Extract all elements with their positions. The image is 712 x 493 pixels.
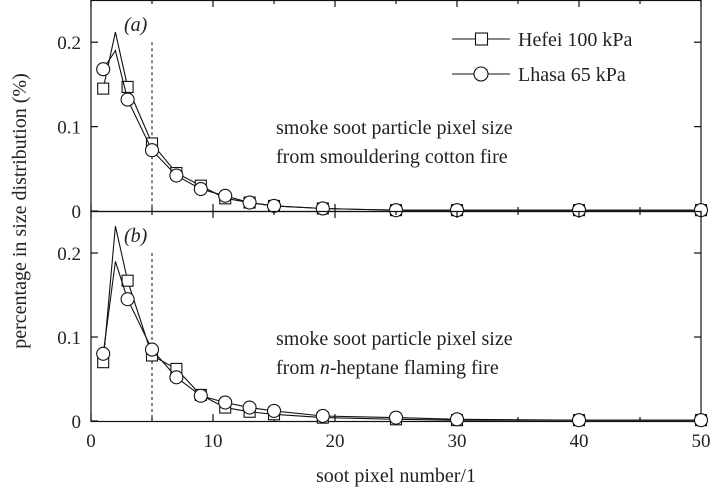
x-tick-label: 10 [204, 431, 223, 452]
panel-b: 0 0.1 0.2 0 10 20 30 40 50 (b) smoke soot particle… [57, 210, 711, 452]
chart-panels: 0 0.1 0.2 (a) smoke soot particle pixel size… [57, 0, 711, 452]
data-point-circle [266, 403, 282, 418]
annotation-line-2: from n-heptane flaming fire [276, 357, 499, 379]
series-lhasa [96, 261, 709, 428]
data-point-circle [169, 168, 184, 183]
panel-label: (b) [124, 225, 148, 247]
data-point-circle [388, 410, 404, 425]
data-point-square [97, 82, 110, 95]
data-point-circle [242, 400, 257, 415]
y-axis-title: percentage in size distribution (%) [9, 73, 31, 348]
series-line [102, 225, 701, 421]
annotation-line-1: smoke soot particle pixel size [276, 117, 513, 139]
data-point-circle [315, 408, 330, 424]
y-tick-label: 0.2 [57, 33, 81, 54]
data-point-circle [218, 395, 233, 410]
x-tick-label: 0 [86, 431, 96, 452]
legend-marker-square [474, 32, 489, 46]
data-point-circle [266, 198, 282, 213]
series-hefei [97, 225, 708, 427]
data-point-circle [388, 203, 404, 218]
x-tick-label: 20 [326, 431, 345, 452]
data-point-circle [193, 182, 208, 197]
data-point-circle [96, 62, 111, 77]
data-point-circle [193, 388, 208, 403]
y-tick-label: 0 [72, 412, 82, 433]
panel-a: 0 0.1 0.2 (a) smoke soot particle pixel size… [57, 0, 709, 223]
data-point-circle [96, 346, 111, 361]
series-lhasa [96, 49, 709, 218]
y-tick-label: 0.2 [57, 244, 81, 265]
x-axis-title: soot pixel number/1 [316, 465, 476, 487]
data-point-circle [571, 413, 587, 428]
data-point-circle [120, 92, 135, 107]
annotation-line-2: from smouldering cotton fire [276, 146, 508, 168]
annotation-line-1: smoke soot particle pixel size [276, 328, 513, 350]
data-point-circle [449, 412, 465, 427]
data-point-circle [218, 188, 233, 203]
data-point-square [121, 80, 134, 93]
data-point-square [121, 274, 134, 287]
data-point-circle [693, 413, 709, 428]
legend: Hefei 100 kPa Lhasa 65 kPa [452, 29, 633, 86]
y-tick-label: 0 [72, 202, 82, 223]
legend-marker-circle [473, 66, 489, 82]
x-tick-label: 40 [570, 431, 589, 452]
data-point-circle [144, 143, 160, 158]
x-tick-label: 50 [692, 431, 711, 452]
data-point-circle [169, 370, 184, 385]
y-tick-label: 0.1 [57, 328, 81, 349]
data-point-circle [315, 201, 330, 216]
x-tick-label: 30 [448, 431, 467, 452]
data-point-circle [144, 342, 160, 357]
y-tick-label: 0.1 [57, 118, 81, 139]
plot-frame [90, 210, 702, 423]
data-point-circle [242, 195, 257, 210]
legend-label: Hefei 100 kPa [518, 29, 633, 51]
panel-label: (a) [124, 14, 148, 36]
series-line [102, 49, 701, 211]
data-point-circle [120, 292, 135, 307]
series-line [102, 261, 701, 421]
legend-label: Lhasa 65 kPa [518, 64, 626, 86]
